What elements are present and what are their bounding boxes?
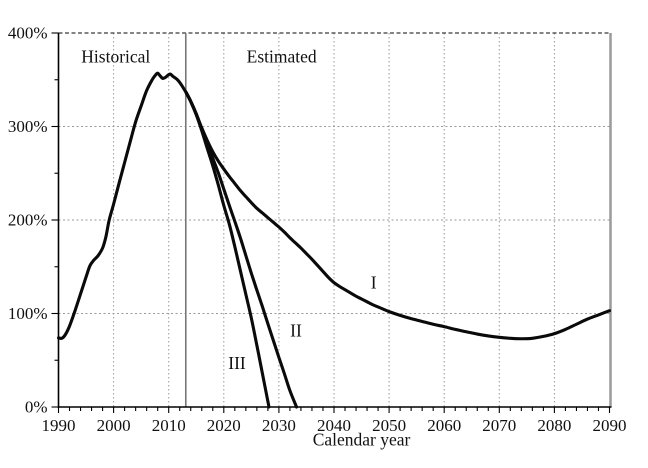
curve-historical [56,71,188,340]
series-label-i: I [371,273,377,293]
x-tick-label: 2030 [262,416,296,435]
x-tick-label: 2070 [482,416,516,435]
y-tick-label: 300% [8,117,48,136]
curve-iii [184,90,271,409]
x-tick-label: 2050 [372,416,406,435]
x-tick-label: 1990 [42,416,76,435]
x-tick-label: 2090 [593,416,627,435]
series-label-iii: III [228,353,246,373]
x-tick-label: 2010 [152,416,186,435]
estimated-label: Estimated [247,46,317,66]
x-tick-label: 2020 [207,416,241,435]
curve-i [184,90,612,341]
x-tick-label: 2040 [317,416,351,435]
y-tick-label: 400% [8,24,48,43]
x-axis-title: Calendar year [313,430,411,450]
x-tick-label: 2080 [537,416,571,435]
series-label-ii: II [290,320,302,340]
x-tick-label: 2060 [427,416,461,435]
x-tick-label: 2000 [97,416,131,435]
historical-label: Historical [81,46,150,66]
y-tick-label: 0% [25,398,48,417]
y-tick-label: 100% [8,304,48,323]
y-tick-label: 200% [8,211,48,230]
